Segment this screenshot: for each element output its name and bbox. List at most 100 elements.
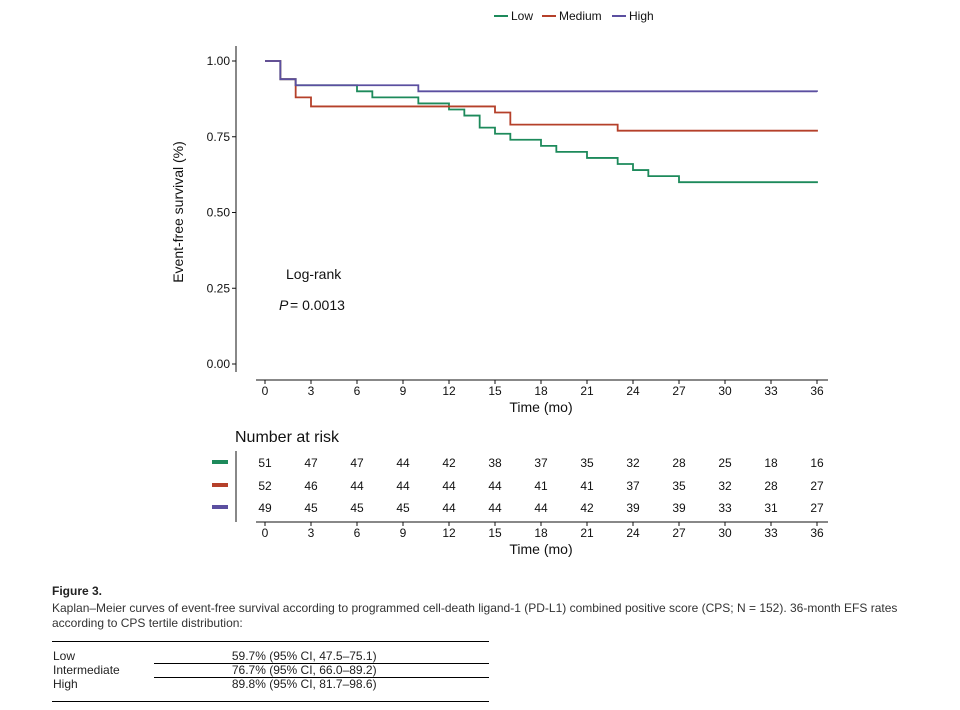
risk-table-title: Number at risk <box>235 429 340 446</box>
x-tick-label: 3 <box>308 384 315 398</box>
risk-count: 46 <box>304 479 318 493</box>
risk-count: 41 <box>534 479 548 493</box>
risk-count: 32 <box>718 479 732 493</box>
risk-count: 28 <box>672 456 686 470</box>
x-tick-label: 36 <box>810 384 824 398</box>
x-tick-label: 21 <box>580 384 594 398</box>
y-tick-label: 1.00 <box>207 54 231 68</box>
risk-count: 28 <box>764 479 778 493</box>
risk-count: 49 <box>258 501 272 515</box>
p-value: = 0.0013 <box>290 297 345 313</box>
risk-count: 39 <box>626 501 640 515</box>
legend-entry: Low <box>511 9 533 23</box>
figure-caption: Figure 3. Kaplan–Meier curves of event-f… <box>52 584 952 631</box>
risk-row-swatch <box>212 483 228 487</box>
group-label: Low <box>53 649 76 664</box>
table-row: Low 59.7% (95% CI, 47.5–75.1) <box>52 641 489 664</box>
risk-count: 25 <box>718 456 732 470</box>
risk-x-tick-label: 0 <box>262 526 269 540</box>
risk-count: 44 <box>534 501 548 515</box>
risk-count: 44 <box>488 501 502 515</box>
legend-entry: Medium <box>559 9 602 23</box>
y-tick-label: 0.75 <box>207 130 231 144</box>
risk-count: 38 <box>488 456 502 470</box>
y-axis-label: Event-free survival (%) <box>170 141 186 283</box>
risk-x-tick-label: 36 <box>810 526 824 540</box>
figure-caption-text: Kaplan–Meier curves of event-free surviv… <box>52 601 898 630</box>
risk-table: Number at risk 51 47 47 44 42 38 37 35 32 28 25 18 16… <box>212 429 828 557</box>
group-label: Intermediate <box>53 663 120 677</box>
x-tick-label: 18 <box>534 384 548 398</box>
survival-curve-medium <box>265 60 818 132</box>
risk-x-tick-label: 33 <box>764 526 778 540</box>
survival-curve-low <box>265 60 818 184</box>
x-tick-label: 24 <box>626 384 640 398</box>
risk-count: 42 <box>580 501 594 515</box>
risk-x-tick-label: 30 <box>718 526 732 540</box>
risk-x-tick-label: 15 <box>488 526 502 540</box>
rate-value: 76.7% (95% CI, 66.0–89.2) <box>153 663 489 678</box>
risk-x-tick-label: 6 <box>354 526 361 540</box>
plot-axes: 0.000.250.500.751.000 3 6 9 12 15 18 21 24 27 30 33… <box>170 46 828 415</box>
risk-count: 41 <box>580 479 594 493</box>
risk-row-swatch <box>212 505 228 509</box>
y-tick-label: 0.50 <box>207 206 231 220</box>
risk-count: 27 <box>810 479 824 493</box>
risk-count: 35 <box>672 479 686 493</box>
risk-count: 16 <box>810 456 824 470</box>
log-rank-label: Log-rank <box>286 266 342 282</box>
risk-count: 27 <box>810 501 824 515</box>
legend-entry: High <box>629 9 654 23</box>
rate-value: 89.8% (95% CI, 81.7–98.6) <box>231 677 377 691</box>
risk-x-tick-label: 12 <box>442 526 456 540</box>
table-row: High 89.8% (95% CI, 81.7–98.6) <box>52 676 489 702</box>
risk-count: 45 <box>304 501 318 515</box>
x-tick-label: 12 <box>442 384 456 398</box>
table-row: Intermediate 76.7% (95% CI, 66.0–89.2) <box>52 663 489 678</box>
x-tick-label: 27 <box>672 384 686 398</box>
risk-x-tick-label: 24 <box>626 526 640 540</box>
survival-curves <box>265 60 818 184</box>
risk-count: 37 <box>534 456 548 470</box>
x-tick-label: 6 <box>354 384 361 398</box>
figure-label: Figure 3. <box>52 584 103 598</box>
x-tick-label: 30 <box>718 384 732 398</box>
risk-count: 33 <box>718 501 732 515</box>
risk-count: 44 <box>350 479 364 493</box>
risk-count: 52 <box>258 479 272 493</box>
risk-count: 44 <box>442 501 456 515</box>
x-tick-label: 15 <box>488 384 502 398</box>
log-rank-annotation: Log-rank P = 0.0013 <box>279 266 345 313</box>
kaplan-meier-figure: Low Medium High 0.000.250.500.751.000 3 6 9 12… <box>170 9 828 557</box>
group-label: High <box>53 676 78 691</box>
legend: Low Medium High <box>494 9 654 23</box>
risk-count: 47 <box>304 456 318 470</box>
survival-curve-high <box>265 60 818 93</box>
risk-count: 44 <box>396 456 410 470</box>
risk-x-tick-label: 18 <box>534 526 548 540</box>
x-tick-label: 33 <box>764 384 778 398</box>
y-tick-label: 0.25 <box>207 281 231 295</box>
risk-count: 44 <box>396 479 410 493</box>
risk-x-axis-label: Time (mo) <box>509 541 572 557</box>
x-tick-label: 0 <box>262 384 269 398</box>
risk-count: 45 <box>396 501 410 515</box>
rate-value: 59.7% (95% CI, 47.5–75.1) <box>153 641 489 664</box>
risk-x-tick-label: 9 <box>400 526 407 540</box>
risk-x-tick-label: 3 <box>308 526 315 540</box>
x-axis-label: Time (mo) <box>509 399 572 415</box>
risk-count: 35 <box>580 456 594 470</box>
risk-count: 51 <box>258 456 272 470</box>
risk-count: 44 <box>442 479 456 493</box>
risk-count: 45 <box>350 501 364 515</box>
x-tick-label: 9 <box>400 384 407 398</box>
risk-count: 42 <box>442 456 456 470</box>
risk-count: 44 <box>488 479 502 493</box>
efs-rates-table: Low 59.7% (95% CI, 47.5–75.1) Intermedia… <box>52 641 489 702</box>
risk-count: 37 <box>626 479 640 493</box>
risk-count: 18 <box>764 456 778 470</box>
risk-count: 47 <box>350 456 364 470</box>
risk-x-tick-label: 27 <box>672 526 686 540</box>
risk-count: 32 <box>626 456 640 470</box>
risk-row-swatch <box>212 460 228 464</box>
